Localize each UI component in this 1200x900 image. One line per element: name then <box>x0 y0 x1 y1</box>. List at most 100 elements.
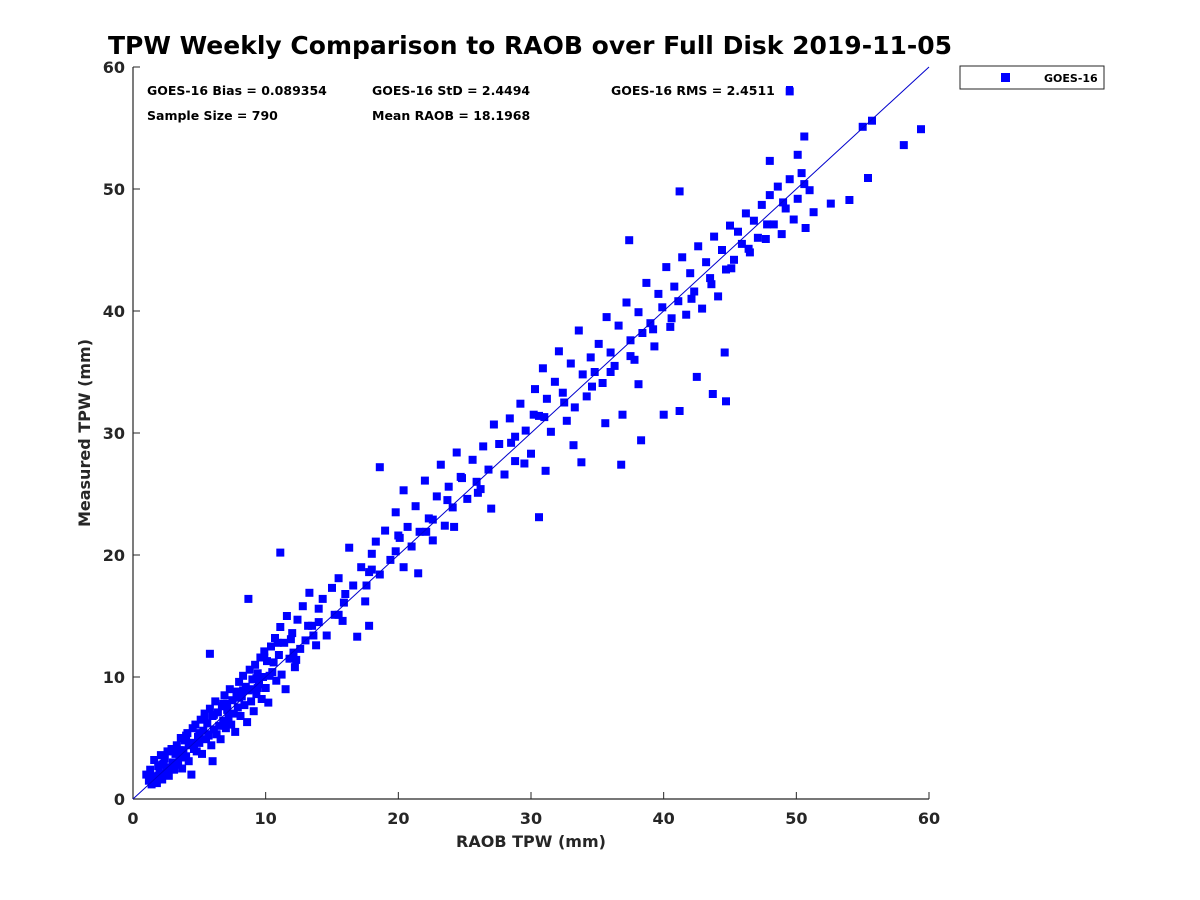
data-point <box>714 292 723 301</box>
data-point <box>720 348 729 357</box>
data-point <box>260 653 269 662</box>
data-point <box>899 141 908 150</box>
data-point <box>240 701 249 710</box>
data-point <box>626 336 635 345</box>
data-point <box>247 697 256 706</box>
data-point <box>292 655 301 664</box>
data-point <box>757 200 766 209</box>
y-tick-label: 60 <box>103 58 125 77</box>
data-point <box>785 175 794 184</box>
data-point <box>285 654 294 663</box>
data-point <box>529 410 538 419</box>
data-point <box>172 741 181 750</box>
data-point <box>550 377 559 386</box>
data-point <box>164 771 173 780</box>
data-point <box>339 598 348 607</box>
data-point <box>793 150 802 159</box>
data-point <box>708 390 717 398</box>
data-point <box>443 496 452 505</box>
data-point <box>507 438 516 447</box>
data-point <box>463 494 472 503</box>
data-point <box>682 310 691 319</box>
data-point <box>178 764 187 773</box>
data-point <box>535 513 543 522</box>
data-point <box>272 676 281 685</box>
data-point <box>391 547 400 556</box>
data-point <box>191 720 200 729</box>
data-point <box>207 741 216 750</box>
data-point <box>345 543 354 552</box>
data-point <box>142 770 151 779</box>
data-point <box>407 542 416 551</box>
data-point <box>328 583 336 592</box>
y-tick-label: 0 <box>114 790 125 809</box>
data-point <box>334 610 343 619</box>
data-point <box>288 629 297 638</box>
data-point <box>414 569 423 578</box>
data-point <box>391 508 400 517</box>
data-point <box>610 361 619 370</box>
data-point <box>793 194 802 203</box>
y-tick-label: 10 <box>103 668 125 687</box>
data-point <box>341 590 350 598</box>
data-point <box>554 347 563 356</box>
data-point <box>662 263 671 272</box>
data-point <box>152 779 161 788</box>
data-point <box>361 597 370 606</box>
data-point <box>367 549 376 558</box>
data-point <box>540 413 549 422</box>
data-point <box>232 692 241 701</box>
data-point <box>694 242 703 251</box>
data-point <box>702 258 711 267</box>
data-point <box>570 403 579 412</box>
data-point <box>801 224 810 232</box>
data-point <box>236 712 245 720</box>
data-point <box>367 565 376 574</box>
data-point <box>468 455 477 464</box>
data-point <box>566 359 575 368</box>
data-point <box>220 691 229 700</box>
data-point <box>521 426 530 435</box>
data-point <box>235 677 244 686</box>
data-point <box>428 536 437 545</box>
data-point <box>864 174 872 182</box>
stats-annotations: GOES-16 Bias = 0.089354 GOES-16 StD = 2.… <box>147 83 775 123</box>
data-point <box>205 704 214 713</box>
data-point <box>399 486 408 495</box>
data-point <box>722 397 730 406</box>
data-point <box>200 714 209 723</box>
data-point <box>225 685 234 694</box>
data-point <box>205 649 214 658</box>
data-points <box>142 87 925 789</box>
data-point <box>637 436 646 445</box>
x-tick-label: 0 <box>127 809 138 828</box>
data-point <box>527 449 535 458</box>
data-point <box>208 757 217 766</box>
x-tick-label: 20 <box>387 809 409 828</box>
data-point <box>602 313 611 322</box>
mean-raob-annotation: Mean RAOB = 18.1968 <box>372 108 530 123</box>
identity-line <box>132 66 930 800</box>
data-point <box>706 274 715 283</box>
data-point <box>642 278 651 287</box>
data-point <box>520 459 529 468</box>
data-point <box>239 686 248 695</box>
data-point <box>349 581 358 590</box>
data-point <box>511 432 520 441</box>
data-point <box>734 227 742 236</box>
data-point <box>209 710 218 719</box>
data-point <box>476 485 485 494</box>
data-point <box>562 416 571 425</box>
data-point <box>265 671 274 680</box>
data-point <box>334 574 343 583</box>
data-point <box>271 634 279 642</box>
data-point <box>233 703 242 712</box>
data-point <box>243 718 252 727</box>
data-point <box>428 515 437 524</box>
data-point <box>558 388 567 397</box>
data-point <box>274 651 283 659</box>
data-point <box>452 448 461 457</box>
data-point <box>690 287 699 296</box>
data-point <box>666 322 675 331</box>
